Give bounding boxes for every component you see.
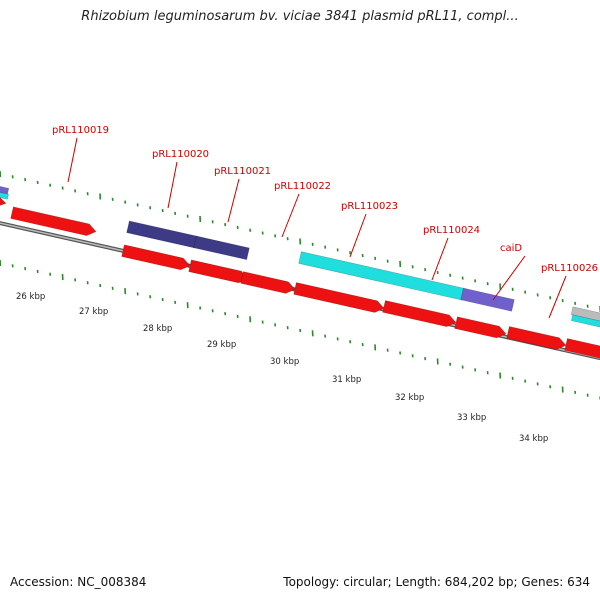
lower-tick-row [0, 259, 600, 400]
gene-leader-line [67, 137, 78, 183]
gene-label[interactable]: pRL110022 [274, 181, 331, 192]
gene-leader-line [227, 178, 240, 223]
gene-bar[interactable] [570, 306, 600, 322]
upper-tick-row [0, 170, 600, 313]
gene-leader-line [281, 193, 300, 238]
gene-bar[interactable] [570, 314, 600, 328]
kbp-label: 34 kbp [519, 434, 548, 444]
gene-bar[interactable] [0, 191, 9, 200]
kbp-label: 30 kbp [270, 357, 299, 367]
gene-bar[interactable] [298, 251, 465, 301]
kbp-label: 31 kbp [332, 375, 361, 385]
gene-arrow[interactable] [121, 244, 191, 271]
gene-label[interactable]: pRL110024 [423, 225, 480, 236]
gene-leader-line [548, 275, 567, 319]
kbp-label: 27 kbp [79, 307, 108, 317]
kbp-label: 29 kbp [207, 340, 236, 350]
gene-arrow[interactable] [564, 338, 600, 359]
gene-label[interactable]: pRL110020 [152, 149, 209, 160]
gene-label[interactable]: pRL110023 [341, 201, 398, 212]
map-title: Rhizobium leguminosarum bv. viciae 3841 … [81, 9, 519, 24]
gene-label[interactable]: pRL110021 [214, 166, 271, 177]
kbp-label: 28 kbp [143, 324, 172, 334]
gene-arrow[interactable] [10, 206, 97, 236]
gene-arrow[interactable] [454, 316, 507, 339]
gene-label[interactable]: pRL110026 [541, 263, 598, 274]
gene-leader-line [492, 255, 526, 301]
gene-bar[interactable] [460, 287, 515, 312]
accession-label: Accession: NC_008384 [10, 575, 147, 589]
kbp-label: 32 kbp [395, 393, 424, 403]
gene-arrow[interactable] [188, 259, 249, 284]
gene-label[interactable]: pRL110019 [52, 125, 109, 136]
gene-leader-line [349, 213, 367, 258]
kbp-label: 26 kbp [16, 292, 45, 302]
topology-label: Topology: circular; Length: 684,202 bp; … [283, 575, 590, 589]
gene-arrow[interactable] [293, 282, 385, 313]
gene-bar[interactable] [126, 220, 198, 249]
gene-bar[interactable] [193, 235, 250, 261]
gene-leader-line [431, 237, 449, 281]
gene-arrow[interactable] [240, 271, 296, 294]
kbp-label: 33 kbp [457, 413, 486, 423]
gene-arrow[interactable] [0, 196, 7, 206]
gene-leader-line [167, 161, 178, 209]
gene-arrow[interactable] [506, 326, 567, 350]
gene-label[interactable]: caiD [500, 243, 522, 254]
gene-arrow[interactable] [382, 300, 457, 327]
